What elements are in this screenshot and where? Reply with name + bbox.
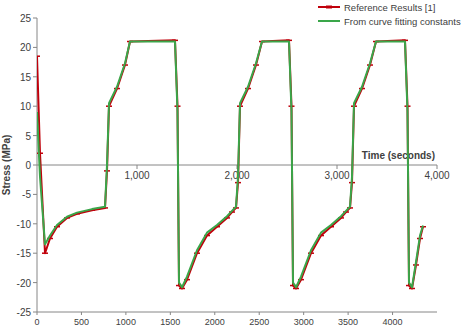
x-tick-label: 1,000 [124,170,149,181]
y-tick [33,76,37,77]
x2-tick-label: 3000 [294,317,314,327]
legend-swatch [318,20,340,22]
x2-tick-label: 2500 [249,317,269,327]
legend-marker [326,6,332,9]
x2-tick-label: 3500 [338,317,358,327]
series-line [37,40,423,288]
y-axis-title: Stress (MPa) [1,135,12,196]
y-tick-label: -10 [17,219,32,230]
y-tick [33,18,37,19]
x2-tick-label: 0 [34,317,39,327]
x2-tick [81,312,82,315]
x2-tick-label: 1500 [160,317,180,327]
x-tick-label: 4,000 [424,170,449,181]
x2-tick [37,312,38,315]
y-tick-label: 0 [25,160,31,171]
series-group [37,40,426,288]
series-marker [37,55,40,57]
x2-tick [259,312,260,315]
y-tick-label: 10 [20,101,32,112]
x2-tick [348,312,349,315]
y-tick-label: -20 [17,278,32,289]
y-tick-label: 20 [20,42,32,53]
x-tick [337,165,338,169]
chart: -25 -20 -15 -10 -5 0 5 10 15 20 25 Stress (MPa) 1,00… [0,0,467,332]
x2-tick [125,312,126,315]
y-tick [33,135,37,136]
y-tick [33,194,37,195]
y-tick-label: 15 [20,72,32,83]
x-tick-label: 3,000 [324,170,349,181]
y-tick [33,282,37,283]
y-tick-label: -25 [17,307,32,318]
legend-swatch [318,6,340,8]
y-tick [33,223,37,224]
legend-label: From curve fitting constants [344,16,461,27]
y-tick-label: 25 [20,13,32,24]
x2-tick-label: 1000 [116,317,136,327]
y-tick [33,47,37,48]
y-tick-label: 5 [25,131,31,142]
background [0,0,467,332]
x2-tick [214,312,215,315]
legend: Reference Results [1] From curve fitting … [318,2,461,27]
y-tick [33,106,37,107]
series-line [37,42,423,288]
x2-axis-line [37,312,437,313]
y-tick-label: -15 [17,248,32,259]
x2-tick [303,312,304,315]
x2-tick-label: 4000 [383,317,403,327]
x2-tick-label: 2000 [205,317,225,327]
x-axis-title: Time (seconds) [362,150,435,161]
y-tick-label: -5 [22,189,31,200]
x-tick [137,165,138,169]
x2-tick [392,312,393,315]
x2-tick [170,312,171,315]
legend-label: Reference Results [1] [344,2,435,13]
y-tick [33,253,37,254]
x2-tick-label: 500 [74,317,89,327]
series-marker [42,252,48,254]
y-tick [33,165,37,166]
y-tick [33,312,37,313]
x-tick [437,165,438,169]
